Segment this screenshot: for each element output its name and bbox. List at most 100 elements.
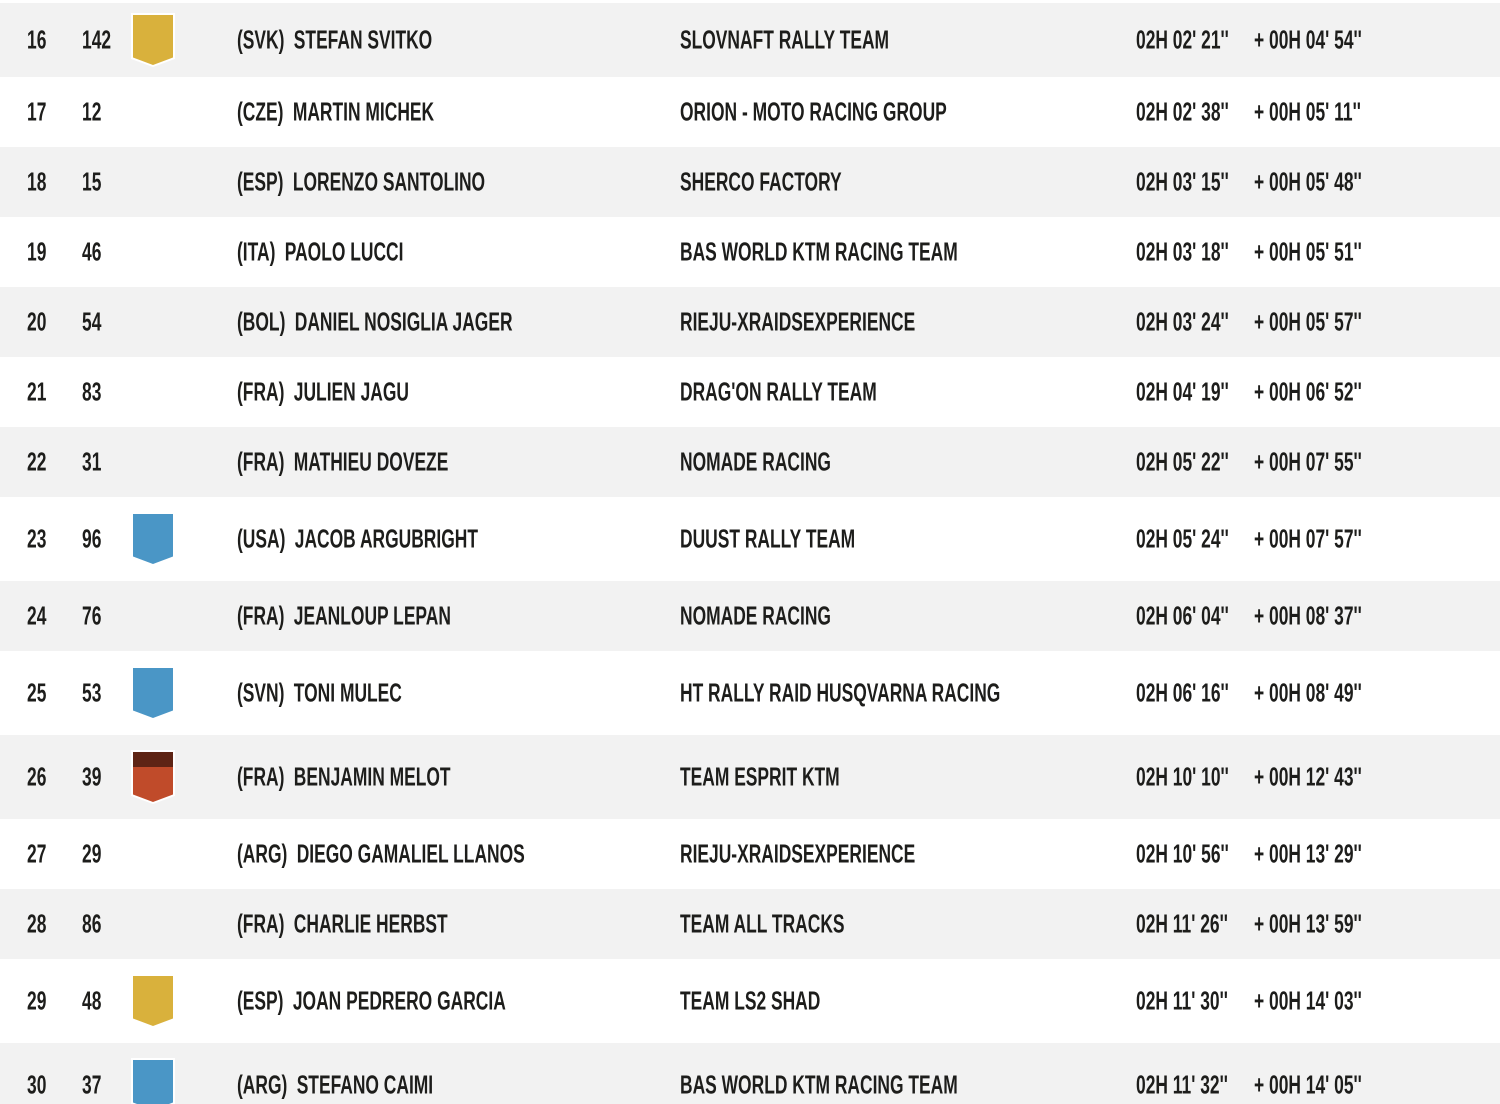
time-gap: + 00H 06' 52'' bbox=[1254, 376, 1362, 407]
stage-time: 02H 03' 15'' bbox=[1136, 166, 1229, 197]
rider-name: JULIEN JAGU bbox=[293, 376, 409, 407]
rider-number: 76 bbox=[82, 600, 102, 631]
country-code: (FRA) bbox=[237, 908, 285, 939]
rider-number: 12 bbox=[82, 96, 102, 127]
table-row: 30 37 (ARG) STEFANO CAIMI BAS WORLD KTM … bbox=[0, 1043, 1500, 1104]
time-gap: + 00H 07' 55'' bbox=[1254, 446, 1362, 477]
time-gap: + 00H 14' 05'' bbox=[1254, 1069, 1362, 1100]
table-row: 17 12 (CZE) MARTIN MICHEK ORION - MOTO R… bbox=[0, 77, 1500, 147]
rider-name: MARTIN MICHEK bbox=[292, 96, 435, 127]
table-row: 18 15 (ESP) LORENZO SANTOLINO SHERCO FAC… bbox=[0, 147, 1500, 217]
table-row: 16 142 (SVK) STEFAN SVITKO SLOVNAFT RALL… bbox=[0, 3, 1500, 77]
stage-time: 02H 05' 24'' bbox=[1136, 523, 1229, 554]
team-pennant-fill bbox=[133, 976, 173, 1026]
team-pennant-fill bbox=[133, 514, 173, 564]
team-pennant-fill bbox=[133, 752, 173, 802]
team-pennant-icon bbox=[131, 13, 175, 67]
team-pennant-icon bbox=[131, 1058, 175, 1104]
rider-number: 29 bbox=[82, 838, 102, 869]
row-edge-strip bbox=[0, 0, 1500, 3]
rider-entry: (ESP) JOAN PEDRERO GARCIA bbox=[237, 987, 506, 1016]
position-rank: 25 bbox=[27, 677, 47, 708]
position-rank: 28 bbox=[27, 908, 47, 939]
team-pennant-icon bbox=[131, 974, 175, 1028]
rider-name: DIEGO GAMALIEL LLANOS bbox=[296, 838, 525, 869]
table-row: 23 96 (USA) JACOB ARGUBRIGHT DUUST RALLY… bbox=[0, 497, 1500, 581]
rider-number: 83 bbox=[82, 376, 102, 407]
country-code: (FRA) bbox=[237, 761, 285, 792]
stage-time: 02H 10' 10'' bbox=[1136, 761, 1229, 792]
stage-time: 02H 03' 24'' bbox=[1136, 306, 1229, 337]
rider-entry: (ITA) PAOLO LUCCI bbox=[237, 238, 403, 267]
team-pennant-icon bbox=[131, 666, 175, 720]
country-code: (FRA) bbox=[237, 376, 285, 407]
time-gap: + 00H 07' 57'' bbox=[1254, 523, 1362, 554]
team-name: BAS WORLD KTM RACING TEAM bbox=[680, 1069, 958, 1100]
country-code: (FRA) bbox=[237, 446, 285, 477]
team-name: TEAM ESPRIT KTM bbox=[680, 761, 840, 792]
rider-entry: (USA) JACOB ARGUBRIGHT bbox=[237, 525, 478, 554]
rider-number: 39 bbox=[82, 761, 102, 792]
rider-name: LORENZO SANTOLINO bbox=[292, 166, 486, 197]
rider-name: JACOB ARGUBRIGHT bbox=[294, 523, 479, 554]
country-code: (ESP) bbox=[237, 985, 284, 1016]
position-rank: 20 bbox=[27, 306, 47, 337]
position-rank: 19 bbox=[27, 236, 47, 267]
country-code: (SVK) bbox=[237, 24, 285, 55]
team-name: NOMADE RACING bbox=[680, 446, 831, 477]
rider-entry: (ESP) LORENZO SANTOLINO bbox=[237, 168, 485, 197]
country-code: (CZE) bbox=[237, 96, 284, 127]
position-rank: 18 bbox=[27, 166, 47, 197]
rider-entry: (SVK) STEFAN SVITKO bbox=[237, 26, 432, 55]
table-row: 28 86 (FRA) CHARLIE HERBST TEAM ALL TRAC… bbox=[0, 889, 1500, 959]
stage-time: 02H 02' 21'' bbox=[1136, 24, 1229, 55]
position-rank: 16 bbox=[27, 24, 47, 55]
team-pennant-icon bbox=[131, 512, 175, 566]
position-rank: 17 bbox=[27, 96, 47, 127]
rider-entry: (FRA) BENJAMIN MELOT bbox=[237, 763, 451, 792]
team-name: BAS WORLD KTM RACING TEAM bbox=[680, 236, 958, 267]
time-gap: + 00H 13' 29'' bbox=[1254, 838, 1362, 869]
rider-name: MATHIEU DOVEZE bbox=[293, 446, 449, 477]
position-rank: 22 bbox=[27, 446, 47, 477]
country-code: (BOL) bbox=[237, 306, 286, 337]
results-table: 16 142 (SVK) STEFAN SVITKO SLOVNAFT RALL… bbox=[0, 3, 1500, 1104]
team-pennant-fill bbox=[133, 15, 173, 65]
rider-number: 86 bbox=[82, 908, 102, 939]
team-name: DUUST RALLY TEAM bbox=[680, 523, 856, 554]
team-name: SLOVNAFT RALLY TEAM bbox=[680, 24, 890, 55]
team-name: HT RALLY RAID HUSQVARNA RACING bbox=[680, 677, 1001, 708]
team-pennant-fill bbox=[133, 1060, 173, 1104]
position-rank: 30 bbox=[27, 1069, 47, 1100]
rider-number: 31 bbox=[82, 446, 102, 477]
table-row: 27 29 (ARG) DIEGO GAMALIEL LLANOS RIEJU-… bbox=[0, 819, 1500, 889]
time-gap: + 00H 13' 59'' bbox=[1254, 908, 1362, 939]
stage-time: 02H 06' 04'' bbox=[1136, 600, 1229, 631]
table-row: 22 31 (FRA) MATHIEU DOVEZE NOMADE RACING… bbox=[0, 427, 1500, 497]
rider-entry: (FRA) CHARLIE HERBST bbox=[237, 910, 448, 939]
rider-entry: (BOL) DANIEL NOSIGLIA JAGER bbox=[237, 308, 513, 337]
time-gap: + 00H 08' 49'' bbox=[1254, 677, 1362, 708]
team-pennant-fill bbox=[133, 668, 173, 718]
time-gap: + 00H 08' 37'' bbox=[1254, 600, 1362, 631]
rider-name: TONI MULEC bbox=[293, 677, 402, 708]
table-row: 19 46 (ITA) PAOLO LUCCI BAS WORLD KTM RA… bbox=[0, 217, 1500, 287]
rider-number: 54 bbox=[82, 306, 102, 337]
rider-entry: (ARG) STEFANO CAIMI bbox=[237, 1071, 433, 1100]
stage-time: 02H 04' 19'' bbox=[1136, 376, 1229, 407]
stage-time: 02H 11' 30'' bbox=[1136, 985, 1228, 1016]
rider-name: STEFAN SVITKO bbox=[293, 24, 433, 55]
stage-time: 02H 06' 16'' bbox=[1136, 677, 1229, 708]
rider-number: 37 bbox=[82, 1069, 102, 1100]
stage-time: 02H 11' 32'' bbox=[1136, 1069, 1228, 1100]
stage-time: 02H 02' 38'' bbox=[1136, 96, 1229, 127]
position-rank: 21 bbox=[27, 376, 47, 407]
team-name: DRAG'ON RALLY TEAM bbox=[680, 376, 877, 407]
time-gap: + 00H 05' 48'' bbox=[1254, 166, 1362, 197]
time-gap: + 00H 04' 54'' bbox=[1254, 24, 1362, 55]
team-name: TEAM ALL TRACKS bbox=[680, 908, 845, 939]
team-name: ORION - MOTO RACING GROUP bbox=[680, 96, 947, 127]
rider-number: 46 bbox=[82, 236, 102, 267]
rider-name: DANIEL NOSIGLIA JAGER bbox=[294, 306, 513, 337]
table-row: 21 83 (FRA) JULIEN JAGU DRAG'ON RALLY TE… bbox=[0, 357, 1500, 427]
